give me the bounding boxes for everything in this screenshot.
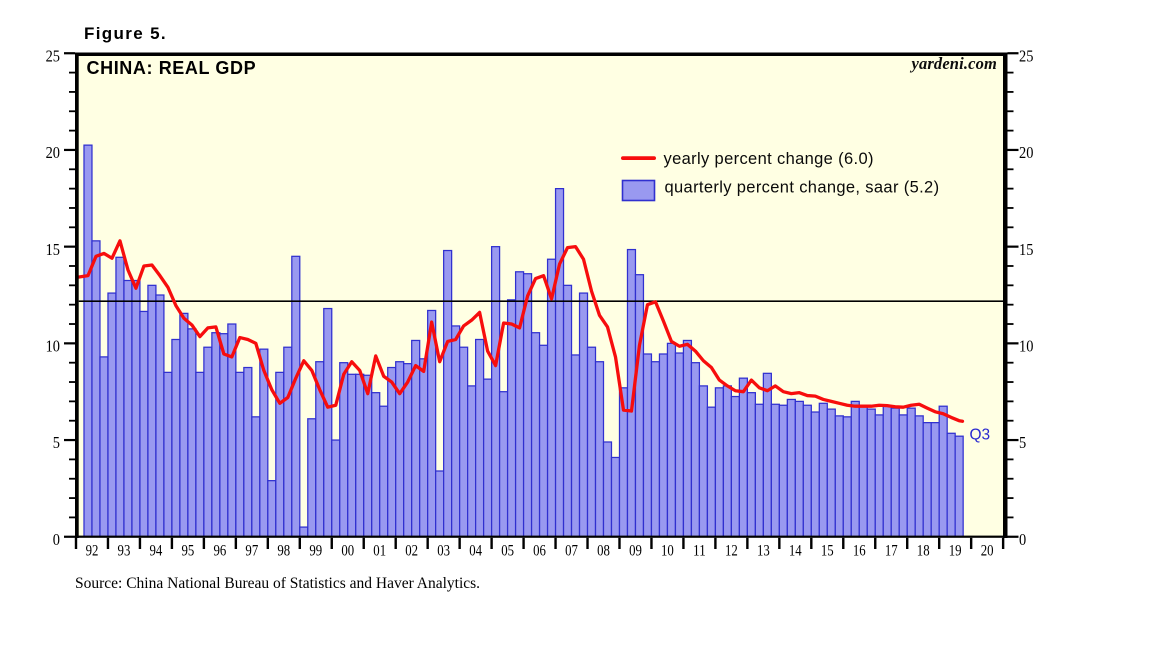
svg-text:12: 12 xyxy=(725,541,738,560)
svg-text:19: 19 xyxy=(949,541,962,560)
svg-text:07: 07 xyxy=(565,541,578,560)
svg-text:5: 5 xyxy=(53,433,60,452)
svg-text:05: 05 xyxy=(501,541,514,560)
svg-text:00: 00 xyxy=(341,541,354,560)
svg-text:Source: China National Bureau: Source: China National Bureau of Statist… xyxy=(75,575,480,592)
svg-text:13: 13 xyxy=(757,541,770,560)
svg-text:Q3: Q3 xyxy=(970,427,991,444)
svg-text:96: 96 xyxy=(213,541,226,560)
svg-text:06: 06 xyxy=(533,541,546,560)
svg-text:98: 98 xyxy=(277,541,290,560)
svg-text:95: 95 xyxy=(181,541,194,560)
svg-text:10: 10 xyxy=(661,541,674,560)
svg-text:yardeni.com: yardeni.com xyxy=(909,54,997,73)
svg-text:03: 03 xyxy=(437,541,450,560)
svg-text:09: 09 xyxy=(629,541,642,560)
svg-text:04: 04 xyxy=(469,541,482,560)
svg-text:quarterly percent change, saar: quarterly percent change, saar (5.2) xyxy=(665,178,940,196)
svg-text:18: 18 xyxy=(917,541,930,560)
svg-text:15: 15 xyxy=(821,541,834,560)
svg-text:15: 15 xyxy=(46,240,60,259)
svg-text:0: 0 xyxy=(1019,530,1026,549)
svg-text:11: 11 xyxy=(693,541,706,560)
svg-text:5: 5 xyxy=(1019,433,1026,452)
svg-text:02: 02 xyxy=(405,541,418,560)
svg-text:93: 93 xyxy=(118,541,131,560)
svg-text:14: 14 xyxy=(789,541,802,560)
svg-text:99: 99 xyxy=(309,541,322,560)
svg-text:0: 0 xyxy=(53,530,60,549)
svg-text:25: 25 xyxy=(46,46,60,65)
svg-text:01: 01 xyxy=(373,541,386,560)
svg-text:92: 92 xyxy=(86,541,99,560)
svg-text:97: 97 xyxy=(245,541,258,560)
svg-text:94: 94 xyxy=(150,541,163,560)
svg-text:10: 10 xyxy=(46,337,60,356)
svg-text:CHINA: REAL GDP: CHINA: REAL GDP xyxy=(87,58,257,78)
svg-text:16: 16 xyxy=(853,541,866,560)
svg-text:20: 20 xyxy=(1019,143,1033,162)
svg-text:20: 20 xyxy=(981,541,994,560)
svg-text:Figure 5.: Figure 5. xyxy=(84,24,167,43)
svg-text:08: 08 xyxy=(597,541,610,560)
svg-text:25: 25 xyxy=(1019,46,1033,65)
svg-text:10: 10 xyxy=(1019,337,1033,356)
svg-text:20: 20 xyxy=(46,143,60,162)
svg-text:15: 15 xyxy=(1019,240,1033,259)
svg-text:yearly percent change (6.0): yearly percent change (6.0) xyxy=(664,150,874,168)
svg-text:17: 17 xyxy=(885,541,898,560)
